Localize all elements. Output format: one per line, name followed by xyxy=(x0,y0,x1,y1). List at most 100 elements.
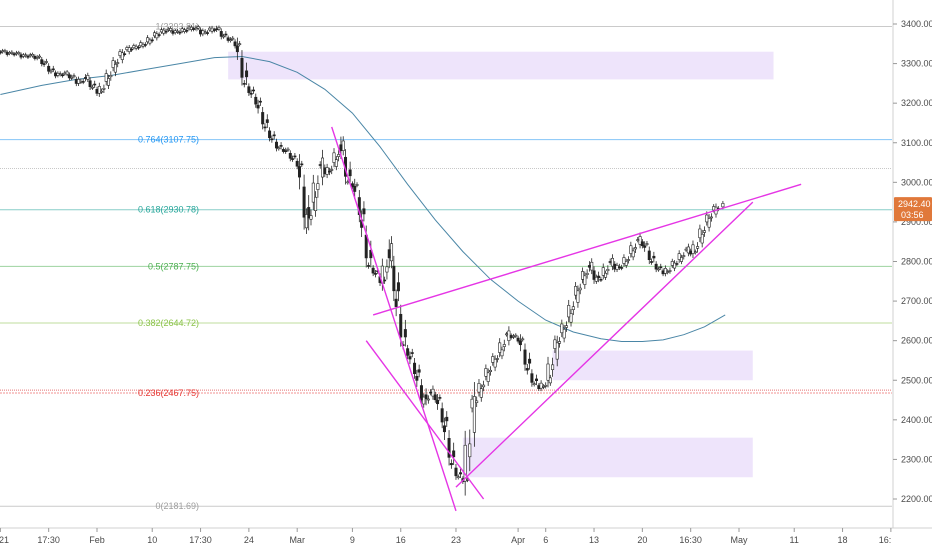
trendlines-layer[interactable] xyxy=(331,126,802,512)
candle xyxy=(470,394,474,413)
candle-body xyxy=(70,77,74,79)
candle-body xyxy=(284,150,288,152)
candle xyxy=(261,107,265,130)
candle-body xyxy=(201,30,205,35)
candle xyxy=(77,76,81,86)
candle-body xyxy=(28,54,32,57)
supply-demand-zone xyxy=(552,350,753,381)
time-tick-label: 17:30 xyxy=(189,535,212,545)
candle xyxy=(81,78,85,85)
candle xyxy=(49,68,53,74)
candle xyxy=(325,163,329,179)
candle xyxy=(194,25,198,31)
candle xyxy=(677,250,681,263)
trendline[interactable] xyxy=(365,340,485,500)
candle-body xyxy=(330,169,334,171)
candle xyxy=(514,333,518,338)
candle xyxy=(530,369,534,387)
time-tick-label: Apr xyxy=(511,535,525,545)
candle xyxy=(615,262,619,273)
candle xyxy=(452,442,456,466)
candle xyxy=(362,201,366,222)
bar-countdown: 03:56 xyxy=(901,210,924,220)
moving-average-line xyxy=(0,55,726,342)
candle-body xyxy=(332,152,336,163)
candle-body xyxy=(166,28,170,31)
candle xyxy=(449,459,453,469)
price-tick-label: 2600.00 xyxy=(901,336,932,346)
candle xyxy=(258,97,262,106)
candle-body xyxy=(567,305,571,318)
candle-body xyxy=(159,29,163,33)
candle-body xyxy=(132,45,136,49)
last-price-value: 2942.40 xyxy=(898,199,931,209)
candle-body xyxy=(136,46,140,49)
candle-body xyxy=(419,385,423,401)
price-tick-label: 3100.00 xyxy=(901,138,932,148)
trendline[interactable] xyxy=(372,183,802,316)
time-tick-label: May xyxy=(730,535,748,545)
candle xyxy=(56,71,60,78)
candle-body xyxy=(339,144,343,152)
candle xyxy=(663,265,667,277)
candle xyxy=(297,154,301,190)
candle xyxy=(523,343,527,371)
candle-body xyxy=(551,364,555,370)
candle xyxy=(406,344,410,360)
candle-body xyxy=(438,397,442,399)
price-tick-label: 2800.00 xyxy=(901,257,932,267)
candle-body xyxy=(270,138,274,141)
candle-body xyxy=(410,352,414,354)
candle-body xyxy=(691,244,695,254)
candle-body xyxy=(311,182,315,203)
candle xyxy=(118,48,122,59)
candle-body xyxy=(0,51,2,54)
candle-body xyxy=(116,62,120,64)
candle xyxy=(700,229,704,248)
candle-body xyxy=(578,287,582,291)
candle xyxy=(291,155,295,162)
candle xyxy=(367,262,371,269)
time-axis-panel[interactable] xyxy=(0,528,893,550)
candle-body xyxy=(560,323,564,334)
candle-body xyxy=(413,362,417,375)
candle xyxy=(675,260,679,267)
candle xyxy=(656,266,660,272)
fib-levels: 1(3393.81) 0.764(3107.75) 0.618(2930.78) 0.… xyxy=(0,21,892,511)
candle-body xyxy=(307,207,311,219)
candle xyxy=(631,247,635,261)
candle xyxy=(594,274,598,284)
candle-body xyxy=(656,268,660,271)
candle xyxy=(555,335,559,367)
candle xyxy=(302,174,306,230)
candle-body xyxy=(682,255,686,257)
candle xyxy=(332,148,336,168)
time-tick-label: 17:30 xyxy=(37,535,60,545)
candle xyxy=(217,25,221,31)
candle xyxy=(578,283,582,295)
candle xyxy=(518,334,522,352)
price-axis-panel[interactable] xyxy=(893,0,932,528)
candle xyxy=(668,267,672,274)
candle-body xyxy=(491,356,495,363)
candle xyxy=(97,82,101,97)
candle-body xyxy=(525,368,529,371)
candle-body xyxy=(424,394,428,400)
trendline[interactable] xyxy=(455,201,754,488)
candle-body xyxy=(111,60,115,68)
time-tick-label: 10 xyxy=(147,535,157,545)
candle-body xyxy=(196,26,200,29)
candle-body xyxy=(643,245,647,248)
candle xyxy=(0,50,2,55)
candle xyxy=(21,53,25,59)
candle xyxy=(125,45,129,52)
candle-body xyxy=(254,96,258,105)
fib-level-label: 0.618(2930.78) xyxy=(138,205,199,215)
trendline[interactable] xyxy=(331,126,457,512)
candle-body xyxy=(511,335,515,338)
candle xyxy=(551,357,555,377)
candle-body xyxy=(463,444,467,482)
candle xyxy=(528,352,532,370)
